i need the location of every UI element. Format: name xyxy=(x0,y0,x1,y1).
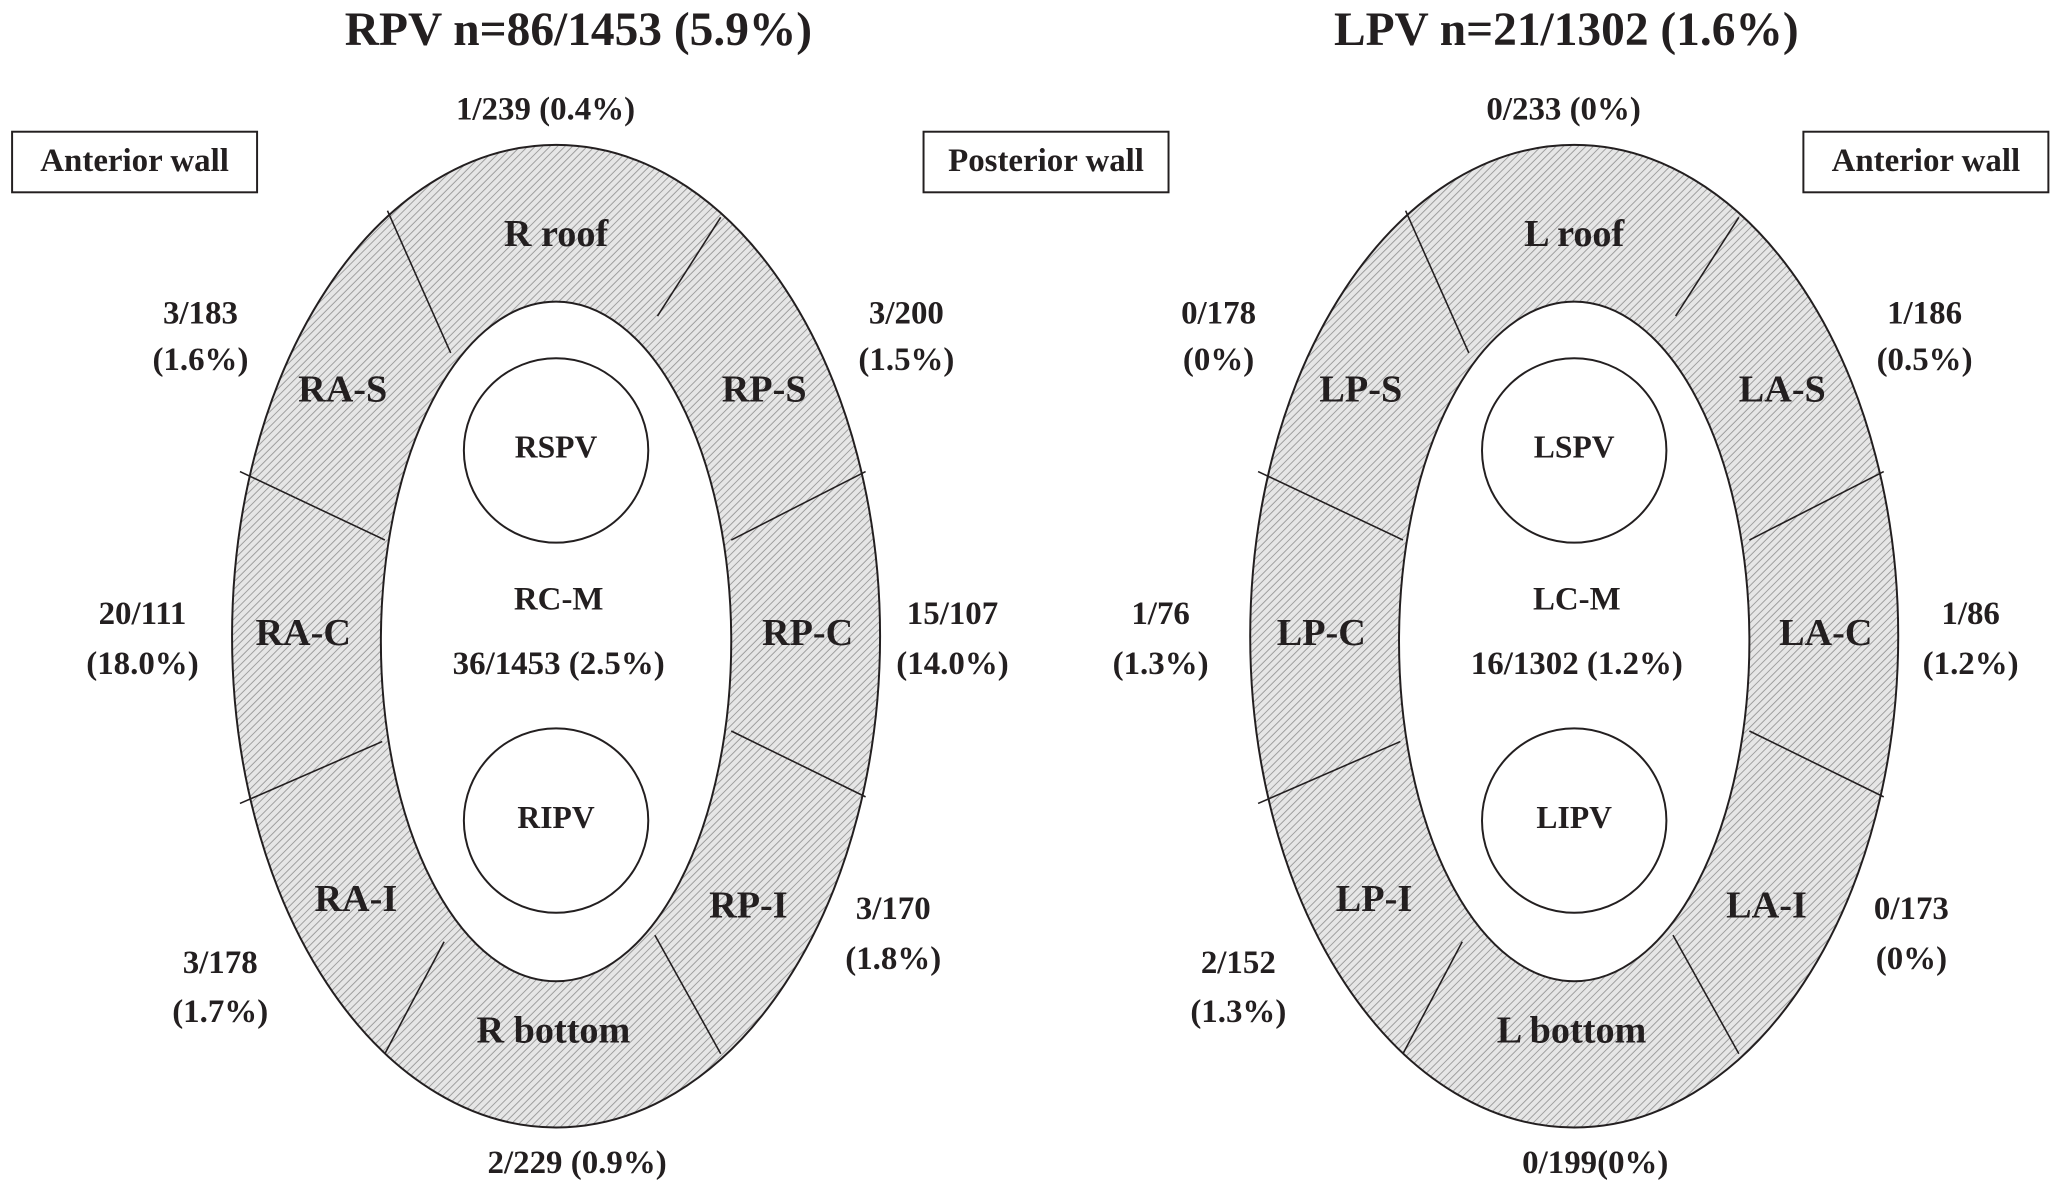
segment-label: RA-I xyxy=(314,878,397,920)
segment-count: (1.2%) xyxy=(1923,646,2019,682)
center-count: 16/1302 (1.2%) xyxy=(1471,646,1683,682)
segment-label: R bottom xyxy=(477,1010,631,1052)
segment-divider xyxy=(384,941,445,1055)
segment-label: RP-I xyxy=(709,885,787,927)
center-label: LC-M xyxy=(1533,581,1621,617)
segment-label: LA-S xyxy=(1739,368,1826,410)
segment-label: LP-C xyxy=(1277,612,1366,654)
segment-label: LA-I xyxy=(1726,885,1807,927)
segment-divider xyxy=(1749,730,1885,798)
segment-count: 1/76 xyxy=(1131,596,1190,632)
segment-label: RP-C xyxy=(762,612,853,654)
segment-count: (1.3%) xyxy=(1113,646,1209,682)
segment-count: (0%) xyxy=(1876,941,1947,977)
center-label: RC-M xyxy=(514,581,604,617)
segment-divider xyxy=(730,470,866,541)
segment-divider xyxy=(1674,216,1740,317)
vein-label: LSPV xyxy=(1534,430,1615,465)
segment-divider xyxy=(1672,934,1740,1055)
segment-divider xyxy=(386,210,452,354)
wall-box xyxy=(11,130,259,194)
segment-count: (0%) xyxy=(1183,342,1254,378)
segment-count: (18.0%) xyxy=(86,646,198,682)
segment-label: R roof xyxy=(504,213,610,255)
segment-count: (1.6%) xyxy=(152,342,248,378)
segment-count: 1/239 (0.4%) xyxy=(456,92,635,128)
segment-divider xyxy=(239,470,386,541)
wall-label: Anterior wall xyxy=(40,143,229,179)
vein-label: LIPV xyxy=(1536,800,1612,835)
segment-count: 15/107 xyxy=(907,596,998,632)
segment-divider xyxy=(1402,941,1463,1055)
segment-count: (1.5%) xyxy=(858,342,954,378)
segment-count: 1/186 xyxy=(1887,296,1962,332)
segment-divider xyxy=(654,934,722,1055)
wall-label: Anterior wall xyxy=(1832,143,2021,179)
segment-divider xyxy=(730,730,866,798)
segment-count: 20/111 xyxy=(99,596,187,632)
segment-label: RP-S xyxy=(722,368,807,410)
segment-divider xyxy=(1257,470,1404,541)
segment-divider xyxy=(1257,740,1401,805)
segment-label: LP-I xyxy=(1336,878,1412,920)
wall-label: Posterior wall xyxy=(948,143,1144,179)
segment-label: L bottom xyxy=(1497,1010,1647,1052)
segment-count: 2/152 xyxy=(1201,945,1276,981)
vein-circle xyxy=(462,357,650,544)
center-count: 36/1453 (2.5%) xyxy=(453,646,665,682)
segment-divider xyxy=(239,740,383,805)
segment-count: 0/178 xyxy=(1181,296,1256,332)
segment-label: LA-C xyxy=(1779,612,1872,654)
vein-circle xyxy=(1481,357,1668,544)
segment-count: 0/199(0%) xyxy=(1522,1145,1668,1181)
segment-count: 3/183 xyxy=(163,296,238,332)
wall-box xyxy=(1802,130,2050,194)
segment-count: 0/173 xyxy=(1874,891,1949,927)
segment-divider xyxy=(1749,470,1885,541)
vein-label: RSPV xyxy=(515,430,598,465)
segment-label: RA-C xyxy=(255,612,350,654)
segment-label: LP-S xyxy=(1319,368,1402,410)
segment-count: (0.5%) xyxy=(1877,342,1973,378)
segment-count: 3/170 xyxy=(856,891,931,927)
segment-label: L roof xyxy=(1524,213,1625,255)
segment-count: 3/178 xyxy=(183,945,258,981)
segment-divider xyxy=(656,216,722,317)
panel-title: LPV n=21/1302 (1.6%) xyxy=(1334,4,1799,56)
segment-count: 3/200 xyxy=(869,296,944,332)
segment-count: (1.3%) xyxy=(1190,994,1286,1030)
segment-count: 1/86 xyxy=(1941,596,2000,632)
panel-title: RPV n=86/1453 (5.9%) xyxy=(345,4,812,56)
segment-count: (1.8%) xyxy=(845,941,941,977)
segment-count: 2/229 (0.9%) xyxy=(488,1145,667,1181)
wall-box xyxy=(922,130,1170,194)
vein-circle xyxy=(1481,727,1668,914)
segment-count: (1.7%) xyxy=(172,994,268,1030)
vein-label: RIPV xyxy=(517,800,594,835)
segment-count: 0/233 (0%) xyxy=(1486,92,1640,128)
segment-count: (14.0%) xyxy=(896,646,1008,682)
vein-circle xyxy=(462,727,650,914)
segment-divider xyxy=(1404,210,1470,354)
segment-label: RA-S xyxy=(298,368,387,410)
